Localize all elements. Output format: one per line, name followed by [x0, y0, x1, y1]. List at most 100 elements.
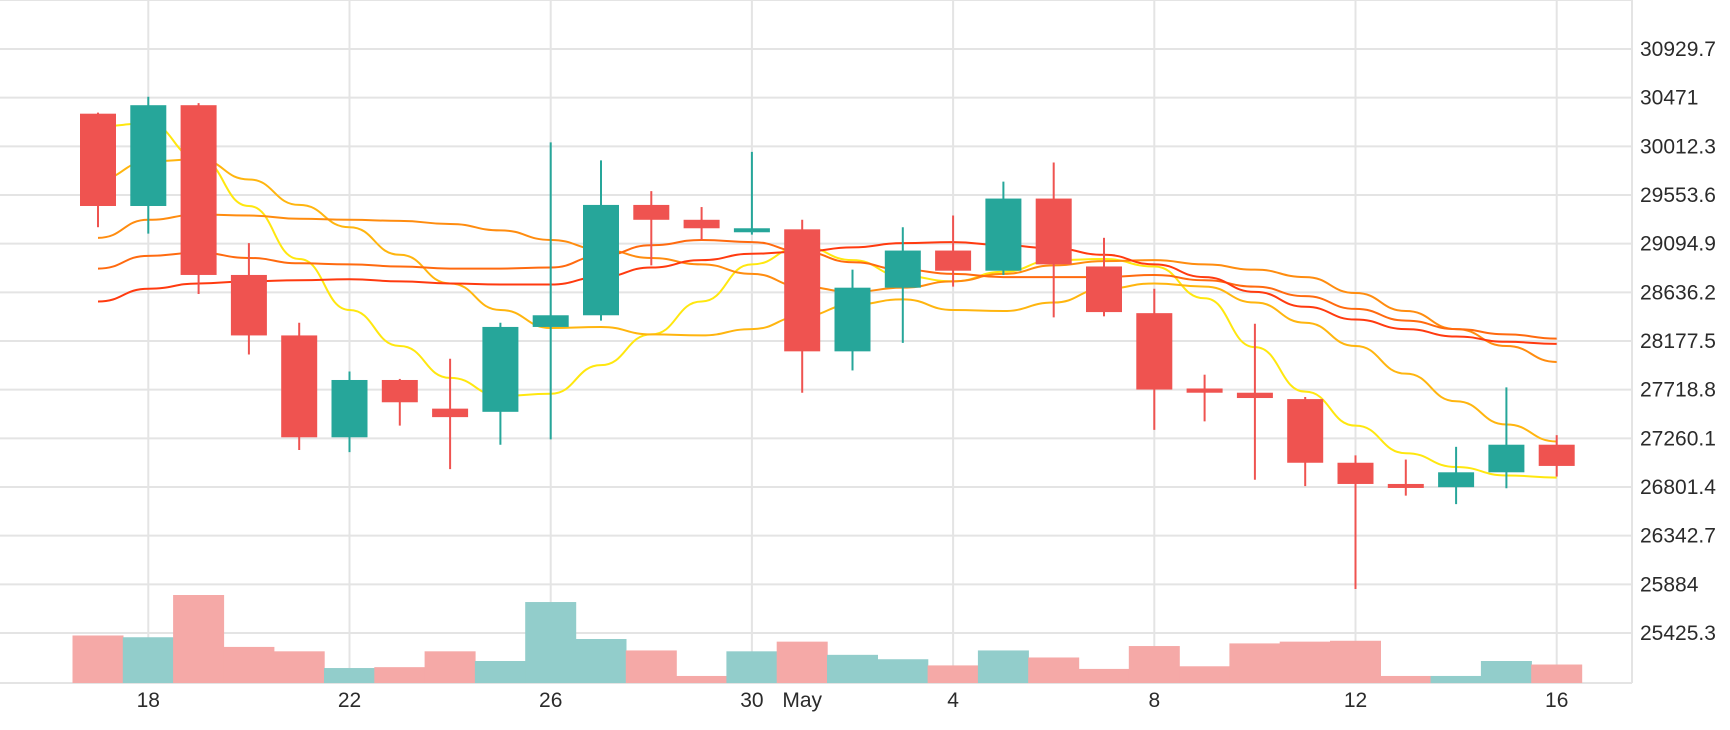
- volume-bar: [273, 651, 325, 683]
- volume-bar: [525, 602, 577, 683]
- candle: [230, 243, 267, 355]
- volume-bar: [776, 641, 828, 683]
- volume-bar: [1128, 646, 1180, 683]
- volume-bar: [1480, 661, 1532, 683]
- volume-bar: [877, 659, 929, 683]
- candle-body: [1438, 472, 1475, 488]
- candle: [331, 371, 368, 453]
- y-axis: 30929.7 30471 30012.3 29553.6 29094.9 28636.2…: [1640, 38, 1716, 645]
- x-axis: 18 22 26 30 May 4 8 12 16: [137, 689, 1569, 712]
- x-tick-label: 22: [338, 689, 361, 712]
- candle-body: [683, 219, 720, 229]
- candle: [482, 322, 519, 445]
- candle-body: [1287, 399, 1324, 463]
- moving-average-line: [97, 158, 1557, 443]
- candle-body: [1186, 388, 1223, 393]
- candle: [1337, 455, 1374, 590]
- candle: [884, 227, 921, 343]
- candle: [1035, 162, 1072, 318]
- volume-bar: [1279, 641, 1331, 683]
- candle: [935, 215, 972, 287]
- volume-bar: [927, 665, 979, 683]
- candle-body: [281, 335, 318, 438]
- x-tick-label: 30: [740, 689, 763, 712]
- candle: [1136, 288, 1173, 430]
- volume-bar: [1028, 657, 1080, 683]
- volume-bars: [72, 595, 1583, 683]
- candle-body: [180, 105, 217, 275]
- candle: [683, 207, 720, 240]
- candle-body: [1538, 444, 1575, 466]
- y-tick-label: 25884: [1640, 573, 1699, 596]
- volume-bar: [1330, 640, 1381, 683]
- volume-bar: [474, 661, 526, 683]
- volume-bar: [324, 668, 375, 683]
- candle: [381, 378, 418, 426]
- candle: [281, 322, 318, 451]
- volume-bar: [1229, 643, 1281, 683]
- candle-body: [583, 204, 619, 316]
- candle-body: [733, 228, 770, 233]
- candle-body: [1086, 266, 1122, 313]
- volume-bar: [1430, 675, 1482, 683]
- candle: [1488, 387, 1525, 489]
- candle-body: [80, 113, 116, 206]
- y-tick-label: 27260.1: [1640, 427, 1716, 450]
- volume-bar: [1380, 675, 1432, 683]
- candle-body: [1236, 392, 1273, 399]
- candle-body: [1488, 444, 1525, 473]
- candle: [80, 112, 116, 228]
- candle: [1186, 374, 1223, 422]
- y-tick-label: 27718.8: [1640, 379, 1716, 402]
- candle-body: [331, 379, 368, 438]
- y-tick-label: 26342.7: [1640, 525, 1716, 548]
- volume-bar: [173, 595, 225, 683]
- candle-body: [432, 408, 469, 418]
- candle-body: [482, 326, 519, 412]
- candle-body: [130, 105, 167, 206]
- candle-body: [935, 250, 972, 271]
- volume-bar: [827, 654, 878, 683]
- volume-bar: [1078, 668, 1130, 683]
- candle: [1538, 435, 1575, 477]
- candle: [1438, 446, 1475, 505]
- y-tick-label: 29094.9: [1640, 233, 1716, 256]
- x-tick-label: 26: [539, 689, 562, 712]
- y-tick-label: 26801.4: [1640, 476, 1716, 499]
- candle-body: [1035, 198, 1072, 265]
- candle-body: [1337, 462, 1374, 484]
- volume-bar: [223, 646, 275, 683]
- moving-average-line: [97, 238, 1557, 340]
- candle-body: [834, 287, 871, 352]
- x-tick-label: 18: [137, 689, 160, 712]
- volume-bar: [977, 650, 1029, 683]
- candle: [1287, 396, 1324, 487]
- candle: [985, 181, 1022, 275]
- x-tick-label: 4: [947, 689, 959, 712]
- candle-body: [1136, 313, 1173, 390]
- y-tick-label: 28177.5: [1640, 330, 1716, 353]
- volume-bar: [1179, 666, 1231, 683]
- volume-bar: [575, 639, 627, 683]
- candle: [834, 269, 871, 371]
- x-tick-label: May: [782, 689, 822, 712]
- candle-body: [1387, 483, 1424, 488]
- candle: [180, 103, 217, 295]
- y-tick-label: 30471: [1640, 87, 1698, 110]
- volume-bar: [122, 637, 174, 683]
- volume-bar: [424, 651, 476, 683]
- x-tick-label: 16: [1545, 689, 1568, 712]
- candle: [633, 191, 670, 266]
- candle-body: [532, 315, 569, 327]
- candle: [1387, 459, 1424, 496]
- volume-bar: [625, 650, 677, 683]
- volume-bar: [1531, 664, 1583, 683]
- y-tick-label: 30929.7: [1640, 38, 1716, 61]
- candle: [130, 96, 167, 234]
- x-tick-label: 8: [1148, 689, 1160, 712]
- candle: [432, 358, 469, 470]
- x-tick-label: 12: [1344, 689, 1367, 712]
- candles: [80, 96, 1575, 590]
- candle: [1086, 237, 1122, 317]
